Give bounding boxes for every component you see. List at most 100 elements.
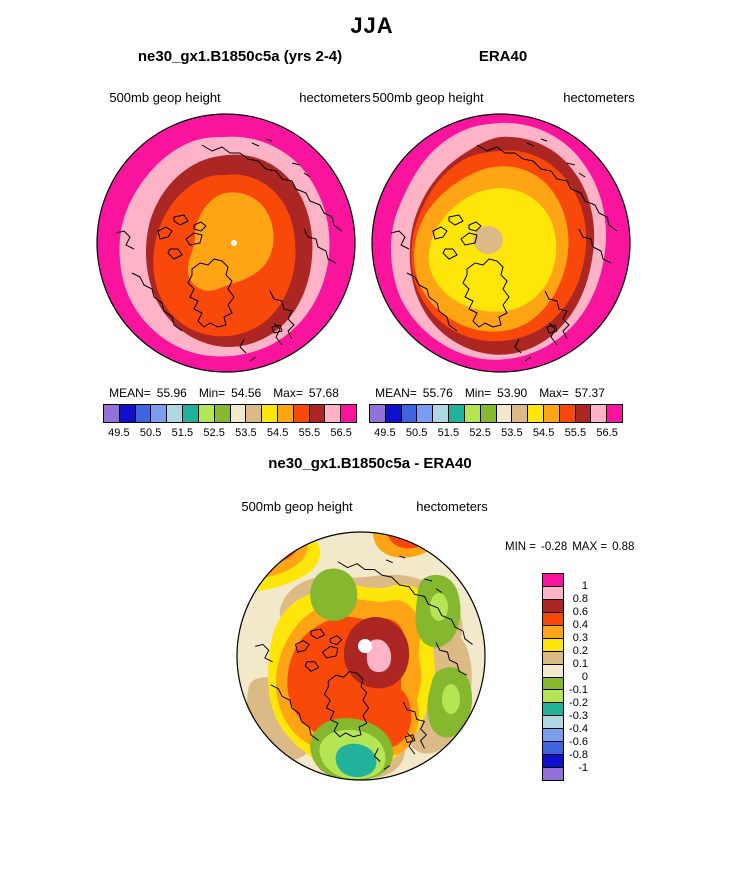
colorbar-tick-label: 1 <box>581 580 588 592</box>
colorbar-segment-beige <box>229 404 247 423</box>
colorbar-segment-pink <box>324 404 342 423</box>
model-field-label: 500mb geop height <box>109 90 221 105</box>
colorbar-segment-navy <box>118 404 136 423</box>
reference-units-label: hectometers <box>563 90 635 105</box>
reference-contour-tan-pole <box>473 226 503 254</box>
colorbar-segment-orange <box>542 404 560 423</box>
difference-min-value: -0.28 <box>541 541 568 553</box>
model-map <box>96 113 356 373</box>
colorbar-segment-red_orange <box>542 611 564 626</box>
model-stats: MEAN= 55.96 Min= 54.56 Max= 57.68 <box>103 386 357 400</box>
colorbar-tick-label: -0.2 <box>569 697 588 709</box>
colorbar-tick-label: 54.5 <box>266 427 289 439</box>
colorbar-segment-teal <box>182 404 199 423</box>
difference-stats: MIN = -0.28 MAX = 0.88 <box>505 541 639 553</box>
model-max-value: 57.68 <box>308 386 339 400</box>
colorbar-tick-label: 49.5 <box>374 427 396 439</box>
colorbar-segment-tan <box>245 404 263 423</box>
reference-colorbar-ticks: 49.5 50.5 51.5 52.5 53.5 54.5 55.5 56.5 <box>369 427 623 441</box>
colorbar-tick-label: -0.6 <box>569 736 588 748</box>
colorbar-tick-label: 52.5 <box>203 427 225 439</box>
reference-min-label: Min= <box>464 386 492 400</box>
colorbar-segment-cornflower <box>416 404 434 423</box>
colorbar-tick-label: -0.8 <box>569 749 588 761</box>
colorbar-tick-label: 0.2 <box>572 645 588 657</box>
colorbar-segment-yellow <box>527 404 544 423</box>
colorbar-segment-yellow <box>542 637 564 652</box>
model-colorbar <box>103 404 357 423</box>
colorbar-tick-label: -0.4 <box>569 723 588 735</box>
colorbar-tick-label: 0.8 <box>572 593 588 605</box>
colorbar-tick-label: -1 <box>578 762 588 774</box>
colorbar-tick-label: 50.5 <box>139 427 162 439</box>
colorbar-tick-label: 53.5 <box>235 427 257 439</box>
colorbar-segment-light_green <box>463 404 481 423</box>
colorbar-segment-magenta <box>606 404 623 423</box>
colorbar-tick-label: 55.5 <box>298 427 321 439</box>
colorbar-segment-magenta <box>340 404 357 423</box>
model-units-label: hectometers <box>299 90 371 105</box>
colorbar-segment-pale_cyan <box>542 715 564 730</box>
difference-contour-lightgreen-right <box>442 684 460 714</box>
difference-colorbar-ticks: 1 0.8 0.6 0.4 0.3 0.2 0.1 0 -0.1 -0.2 -0.3 -0.4 -0.6… <box>566 573 588 781</box>
colorbar-segment-dark_red <box>542 598 564 613</box>
colorbar-segment-purple <box>542 767 564 781</box>
colorbar-segment-teal <box>448 404 465 423</box>
colorbar-tick-label: 51.5 <box>171 427 194 439</box>
colorbar-segment-dark_red <box>308 404 326 423</box>
model-contour-orange-core <box>187 192 274 291</box>
colorbar-tick-label: 50.5 <box>405 427 428 439</box>
colorbar-segment-yellow <box>261 404 278 423</box>
colorbar-segment-pale_cyan <box>432 404 450 423</box>
difference-panel-title: ne30_gx1.B1850c5a - ERA40 <box>268 455 472 472</box>
colorbar-segment-tan <box>542 650 564 665</box>
difference-map-outline <box>236 531 486 781</box>
model-max-label: Max= <box>273 386 303 400</box>
colorbar-segment-navy <box>542 754 564 769</box>
colorbar-segment-pink <box>590 404 608 423</box>
colorbar-segment-red_orange <box>558 404 576 423</box>
model-map-outline <box>96 113 356 373</box>
colorbar-tick-label: 0.3 <box>572 632 588 644</box>
colorbar-tick-label: 56.5 <box>330 427 352 439</box>
reference-mean-label: MEAN= <box>375 386 417 400</box>
colorbar-tick-label: 0.6 <box>572 606 588 618</box>
colorbar-tick-label: 55.5 <box>564 427 587 439</box>
model-min-label: Min= <box>198 386 226 400</box>
colorbar-segment-red_orange <box>292 404 310 423</box>
model-mean-label: MEAN= <box>109 386 151 400</box>
colorbar-tick-label: -0.1 <box>569 684 588 696</box>
colorbar-segment-light_green <box>542 689 564 704</box>
difference-units-label: hectometers <box>416 499 488 514</box>
colorbar-tick-label: -0.3 <box>569 710 588 722</box>
colorbar-segment-navy <box>384 404 402 423</box>
reference-max-label: Max= <box>539 386 569 400</box>
colorbar-segment-tan <box>511 404 529 423</box>
colorbar-tick-label: 51.5 <box>437 427 460 439</box>
difference-pole-marker <box>358 639 372 653</box>
colorbar-tick-label: 0 <box>581 671 588 683</box>
difference-map <box>236 531 486 781</box>
difference-max-value: 0.88 <box>612 541 635 553</box>
colorbar-tick-label: 52.5 <box>469 427 491 439</box>
colorbar-segment-royal_blue <box>542 741 564 756</box>
colorbar-segment-beige <box>542 663 564 678</box>
reference-map <box>371 113 631 373</box>
model-panel-title: ne30_gx1.B1850c5a (yrs 2-4) <box>137 48 343 65</box>
difference-contour-darkred-corner <box>253 532 292 557</box>
difference-contour-pink-max <box>366 639 392 673</box>
colorbar-segment-orange <box>276 404 294 423</box>
colorbar-tick-label: 0.4 <box>572 619 588 631</box>
colorbar-segment-dark_red <box>574 404 592 423</box>
colorbar-segment-light_green <box>197 404 215 423</box>
colorbar-segment-cornflower <box>150 404 168 423</box>
reference-panel-title: ERA40 <box>478 48 528 65</box>
difference-colorbar <box>542 573 564 781</box>
colorbar-segment-orange <box>542 624 564 639</box>
colorbar-tick-label: 49.5 <box>108 427 130 439</box>
colorbar-tick-label: 56.5 <box>596 427 618 439</box>
difference-contour-lightgreen-topright <box>430 593 448 621</box>
model-pole-marker <box>231 240 237 246</box>
model-mean-value: 55.96 <box>156 386 187 400</box>
